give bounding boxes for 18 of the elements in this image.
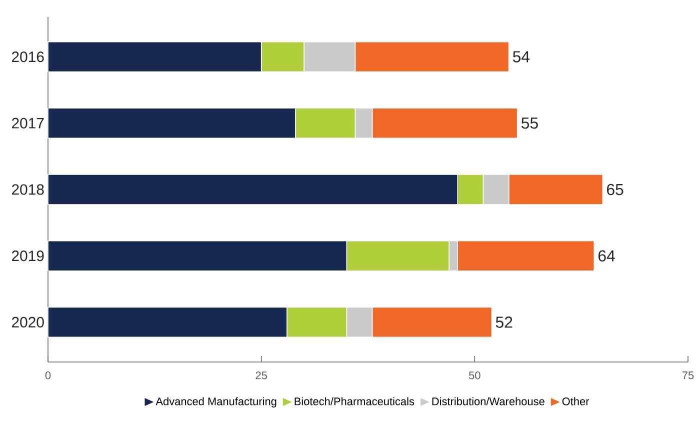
legend-label: Biotech/Pharmaceuticals	[294, 397, 414, 406]
y-tick-label: 2016	[12, 52, 44, 62]
total-label: 52	[496, 316, 512, 328]
y-tick-label: 2019	[12, 250, 44, 262]
x-tick-label: 25	[256, 372, 267, 380]
y-tick-label: 2018	[12, 184, 44, 195]
y-tick-label: 2020	[12, 316, 44, 328]
y-tick-label: 2017	[12, 118, 44, 128]
legend-label: Advanced Manufacturing	[156, 397, 276, 408]
legend-label: Distribution/Warehouse	[432, 397, 544, 406]
total-label: 54	[512, 51, 530, 62]
legend-label: Other	[562, 397, 590, 406]
x-tick-label: 0	[45, 372, 51, 380]
total-label: 64	[598, 250, 615, 262]
x-tick-label: 75	[682, 372, 694, 380]
total-label: 55	[521, 118, 538, 129]
x-tick-label: 50	[469, 372, 480, 380]
total-label: 65	[607, 184, 624, 196]
